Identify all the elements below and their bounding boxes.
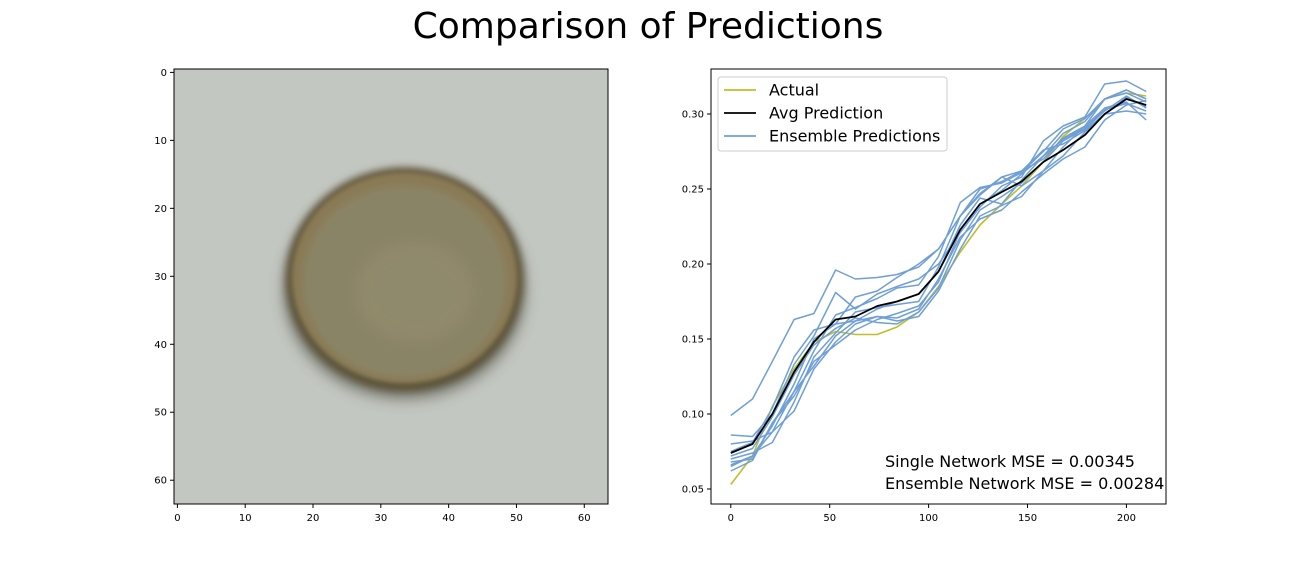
image-x-tick-label: 60 <box>578 513 591 524</box>
plot-y-tick-label: 0.15 <box>682 335 704 346</box>
ensemble-member-line <box>730 96 1147 466</box>
image-y-tick-label: 30 <box>154 272 167 283</box>
image-y-tick-label: 20 <box>154 204 167 215</box>
ensemble-member-line <box>730 92 1147 463</box>
plot-frame <box>710 68 1167 505</box>
plot-y-tick-label: 0.30 <box>682 110 704 121</box>
image-y-ticks: 0 10 20 30 40 50 60 <box>154 68 174 487</box>
plot-y-tick-label: 0.25 <box>682 185 704 196</box>
mse-annotation: Single Network MSE = 0.00345 <box>885 452 1135 471</box>
legend-label: Ensemble Predictions <box>769 127 940 146</box>
avg-prediction-line <box>730 98 1147 454</box>
image-frame <box>173 68 609 505</box>
ensemble-member-line <box>730 89 1147 472</box>
mse-annotation: Ensemble Network MSE = 0.00284 <box>885 474 1164 493</box>
ensemble-member-line <box>730 99 1147 468</box>
plot-y-tick-label: 0.10 <box>682 410 704 421</box>
ensemble-member-line <box>730 80 1147 438</box>
image-x-tick-label: 10 <box>239 513 252 524</box>
ensemble-member-line <box>730 95 1147 457</box>
image-y-tick-label: 50 <box>154 408 167 419</box>
image-y-tick-label: 0 <box>161 68 167 79</box>
object-highlight <box>355 241 474 343</box>
plot-series <box>730 80 1147 485</box>
image-x-tick-label: 20 <box>307 513 320 524</box>
plot-x-tick-label: 0 <box>728 513 734 524</box>
plot-annotations: Single Network MSE = 0.00345 Ensemble Net… <box>885 452 1164 493</box>
legend-label: Avg Prediction <box>769 104 883 123</box>
image-x-tick-label: 0 <box>174 513 180 524</box>
plot-x-tick-label: 50 <box>823 513 836 524</box>
image-x-ticks: 0 10 20 30 40 50 60 <box>174 504 591 524</box>
legend-label: Actual <box>769 81 819 100</box>
plot-x-tick-label: 100 <box>919 513 938 524</box>
image-y-tick-label: 40 <box>154 340 167 351</box>
plot-y-ticks: 0.05 0.10 0.15 0.20 0.25 0.30 <box>682 110 711 496</box>
image-content <box>174 69 608 504</box>
plot-y-tick-label: 0.20 <box>682 260 704 271</box>
image-y-tick-label: 10 <box>154 136 167 147</box>
image-x-tick-label: 30 <box>374 513 387 524</box>
image-x-tick-label: 50 <box>510 513 523 524</box>
plot-x-tick-label: 150 <box>1018 513 1037 524</box>
plot-x-tick-label: 200 <box>1117 513 1136 524</box>
figure-title: Comparison of Predictions <box>412 6 884 47</box>
image-y-tick-label: 60 <box>154 476 167 487</box>
legend-box <box>717 76 948 152</box>
image-x-tick-label: 40 <box>442 513 455 524</box>
plot-x-ticks: 0 50 100 150 200 <box>728 504 1136 524</box>
plot-y-tick-label: 0.05 <box>682 485 704 496</box>
plot-legend: Actual Avg Prediction Ensemble Predictions <box>717 76 948 152</box>
